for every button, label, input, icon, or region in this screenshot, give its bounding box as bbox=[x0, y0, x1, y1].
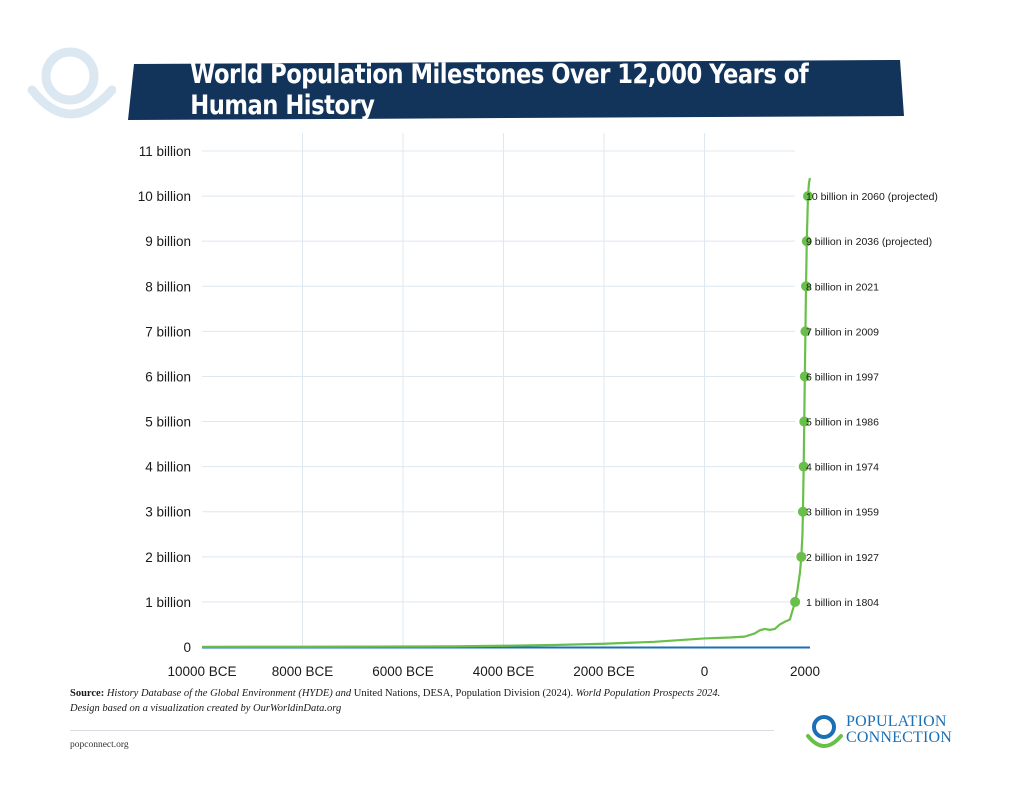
milestone-label: 1 billion in 1804 bbox=[806, 597, 879, 609]
x-tick-label: 2000 BCE bbox=[573, 664, 635, 679]
logo-icon bbox=[806, 715, 843, 748]
y-axis: 0 1 billion 2 billion 3 billion 4 billion 5 b… bbox=[138, 144, 191, 655]
milestone-label: 6 billion in 1997 bbox=[806, 371, 879, 383]
milestone-label: 3 billion in 1959 bbox=[806, 507, 879, 519]
milestone-point bbox=[801, 281, 812, 292]
source-part3: World Population Prospects 2024. bbox=[575, 688, 721, 699]
milestone-label: 2 billion in 1927 bbox=[806, 552, 879, 564]
x-tick-label: 6000 BCE bbox=[372, 664, 434, 679]
milestone-label: 4 billion in 1974 bbox=[806, 462, 879, 474]
y-tick-label: 8 billion bbox=[145, 279, 191, 294]
population-connection-logo: POPULATION CONNECTION bbox=[806, 712, 976, 752]
x-tick-label: 8000 BCE bbox=[272, 664, 334, 679]
milestone-point bbox=[798, 461, 809, 472]
y-tick-label: 9 billion bbox=[145, 234, 191, 249]
series-layer bbox=[201, 177, 812, 648]
x-tick-label: 0 bbox=[701, 664, 709, 679]
milestone-point bbox=[790, 596, 801, 607]
title-banner: World Population Milestones Over 12,000 … bbox=[128, 59, 906, 121]
y-tick-label: 10 billion bbox=[138, 189, 191, 204]
y-tick-label: 5 billion bbox=[145, 415, 191, 430]
series-line-0 bbox=[201, 177, 812, 648]
milestone-point bbox=[797, 506, 808, 517]
milestone-label: 5 billion in 1986 bbox=[806, 417, 879, 429]
milestone-point bbox=[801, 236, 812, 247]
source-label: Source: bbox=[70, 688, 105, 699]
y-tick-label: 2 billion bbox=[145, 550, 191, 565]
milestone-point bbox=[800, 326, 811, 337]
y-tick-label: 1 billion bbox=[145, 595, 191, 610]
footer-url: popconnect.org bbox=[70, 740, 129, 750]
x-tick-label: 10000 BCE bbox=[167, 664, 236, 679]
milestone-point bbox=[799, 371, 810, 382]
logo-line2: CONNECTION bbox=[846, 729, 952, 746]
milestone-label: 9 billion in 2036 (projected) bbox=[806, 236, 932, 248]
milestone-label: 7 billion in 2009 bbox=[806, 326, 879, 338]
source-note: Source: History Database of the Global E… bbox=[70, 686, 810, 716]
milestone-point bbox=[799, 416, 810, 427]
y-tick-label: 0 bbox=[183, 640, 191, 655]
milestone-point bbox=[802, 191, 813, 202]
y-tick-label: 7 billion bbox=[145, 324, 191, 339]
y-tick-label: 11 billion bbox=[139, 144, 191, 159]
source-part1: History Database of the Global Environme… bbox=[106, 688, 352, 699]
milestone-point bbox=[796, 551, 807, 562]
y-tick-label: 6 billion bbox=[145, 369, 191, 384]
chart-title: World Population Milestones Over 12,000 … bbox=[190, 59, 809, 121]
x-tick-label: 2000 bbox=[790, 664, 820, 679]
watermark-logo bbox=[27, 47, 116, 119]
source-part2: United Nations, DESA, Population Divisio… bbox=[351, 688, 576, 699]
banner-shape bbox=[128, 60, 904, 120]
x-tick-label: 4000 BCE bbox=[473, 664, 535, 679]
population-chart: 0 1 billion 2 billion 3 billion 4 billion 5 b… bbox=[138, 133, 938, 679]
source-line2: Design based on a visualization created … bbox=[70, 703, 342, 714]
y-tick-label: 3 billion bbox=[145, 505, 191, 520]
footer-divider bbox=[70, 730, 774, 731]
milestone-label: 10 billion in 2060 (projected) bbox=[806, 191, 938, 203]
logo-line1: POPULATION bbox=[846, 713, 947, 730]
y-tick-label: 4 billion bbox=[145, 460, 191, 475]
grid-lines bbox=[202, 133, 795, 647]
x-axis: 10000 BCE 8000 BCE 6000 BCE 4000 BCE 2000 BC… bbox=[167, 646, 820, 679]
milestone-label: 8 billion in 2021 bbox=[806, 281, 879, 293]
milestone-layer: 1 billion in 1804 2 billion in 1927 3 bill… bbox=[790, 191, 938, 609]
